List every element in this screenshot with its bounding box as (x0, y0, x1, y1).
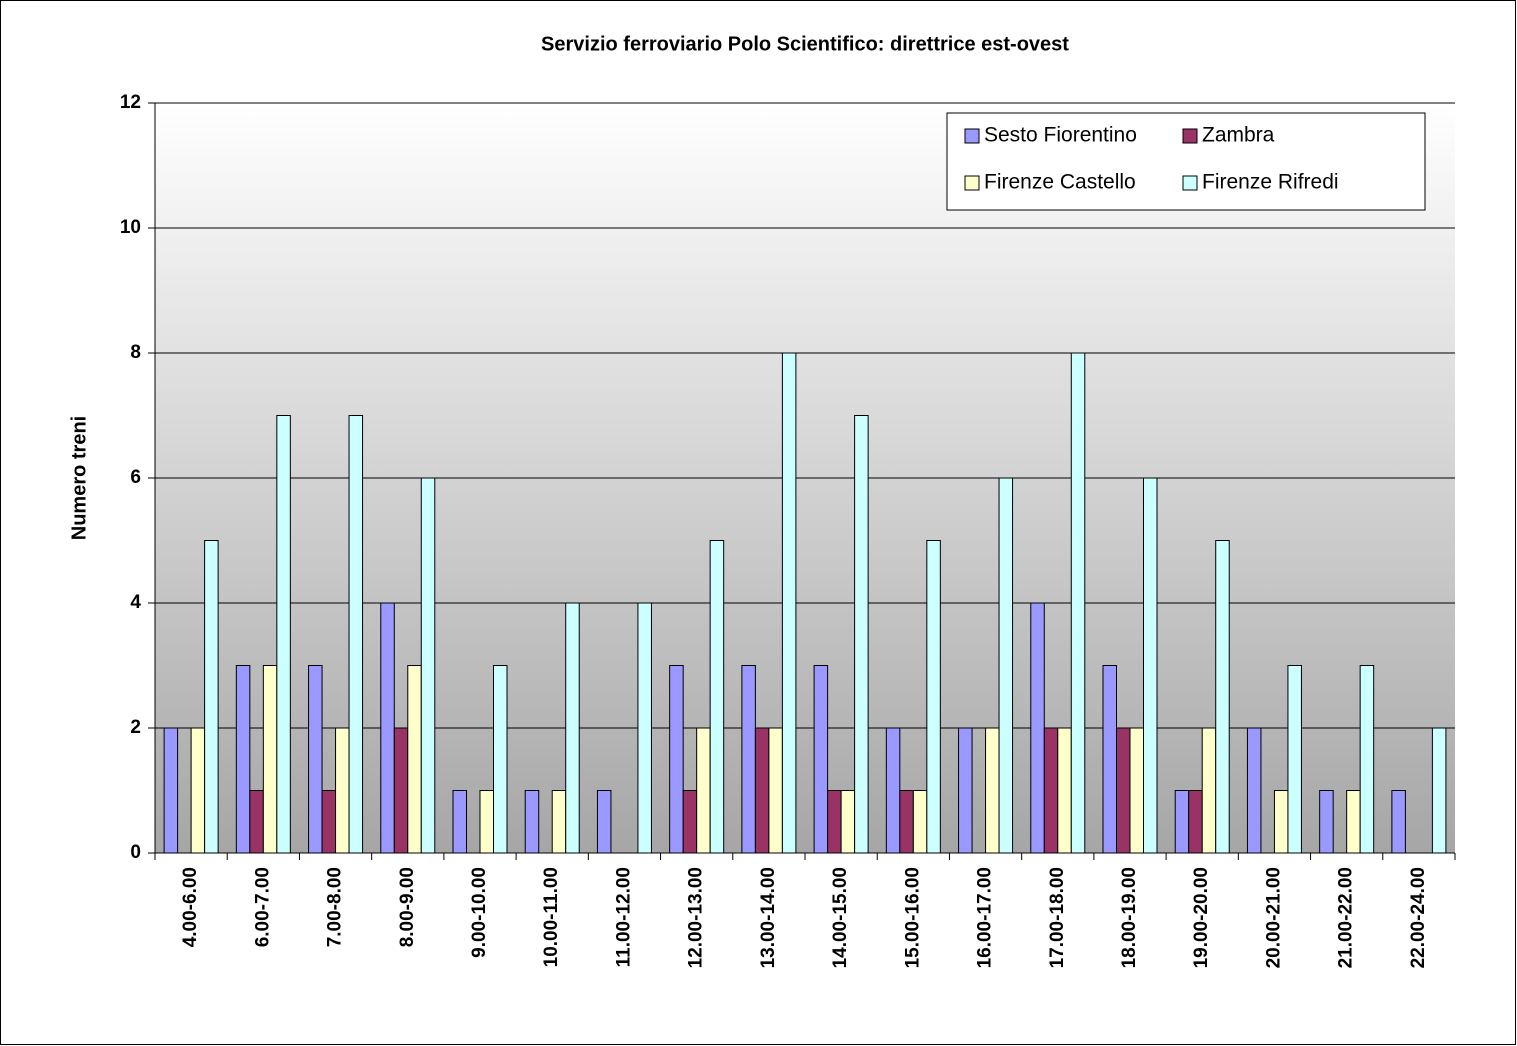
bar (741, 665, 756, 854)
bar (1287, 665, 1302, 854)
x-tick-label: 15.00-16.00 (902, 867, 923, 968)
bar (1102, 665, 1117, 854)
x-tick-label: 13.00-14.00 (758, 867, 779, 968)
x-tick-label: 14.00-15.00 (830, 867, 851, 968)
bar (709, 540, 725, 854)
y-tick-label: 6 (130, 467, 141, 488)
y-tick-label: 0 (130, 842, 141, 863)
x-tick-label: 10.00-11.00 (541, 867, 562, 967)
bar (321, 790, 337, 854)
bar (479, 790, 494, 854)
bar (380, 602, 395, 854)
bar (1129, 727, 1144, 854)
x-tick-label: 22.00-24.00 (1408, 867, 1429, 968)
legend-label: Zambra (1202, 124, 1275, 147)
x-tick-label: 11.00-12.00 (613, 867, 634, 967)
bar (276, 415, 291, 854)
bar (1431, 727, 1447, 854)
bar (551, 790, 567, 854)
bar (452, 790, 467, 854)
bar (985, 727, 1000, 854)
y-tick-label: 10 (120, 217, 141, 238)
y-tick-label: 4 (130, 592, 141, 613)
bar (1030, 602, 1045, 854)
bar (827, 790, 842, 854)
bar (637, 602, 652, 854)
bar (1070, 352, 1086, 854)
bar (754, 727, 770, 854)
x-tick-label: 21.00-22.00 (1336, 867, 1357, 968)
y-tick-label: 2 (130, 717, 141, 738)
bar (596, 790, 612, 854)
bar (1143, 477, 1158, 854)
bar (885, 727, 901, 854)
bar (262, 665, 278, 854)
bar (1246, 727, 1262, 854)
bar (308, 665, 323, 854)
legend-swatch (1182, 175, 1198, 191)
y-axis-label: Numero treni (68, 416, 90, 540)
bar (840, 790, 856, 854)
bar (524, 790, 540, 854)
bar (682, 790, 698, 854)
bar (912, 790, 928, 854)
x-tick-label: 9.00-10.00 (469, 867, 490, 958)
legend-swatch (964, 175, 980, 191)
bar (781, 352, 797, 854)
bar (696, 727, 711, 854)
legend-swatch (964, 128, 980, 144)
bar (899, 790, 914, 854)
bar (235, 665, 251, 854)
bar (190, 727, 206, 854)
x-tick-label: 17.00-18.00 (1047, 867, 1068, 968)
bar (1391, 790, 1406, 854)
bar (768, 727, 783, 854)
bar (407, 665, 422, 854)
chart-title: Servizio ferroviario Polo Scientifico: d… (541, 33, 1069, 55)
bar (335, 727, 350, 854)
bar (163, 727, 179, 854)
bar (958, 727, 973, 854)
bar (204, 540, 219, 854)
bar (1215, 540, 1230, 854)
bar (1043, 727, 1059, 854)
x-tick-label: 16.00-17.00 (975, 867, 996, 968)
bar (998, 477, 1014, 854)
bar (1174, 790, 1190, 854)
bar (1201, 727, 1217, 854)
bar (565, 602, 580, 854)
x-tick-label: 8.00-9.00 (397, 867, 418, 947)
legend-label: Firenze Rifredi (1202, 171, 1339, 194)
bar (1057, 727, 1072, 854)
legend-label: Firenze Castello (984, 171, 1136, 194)
bar (926, 540, 941, 854)
bar (249, 790, 264, 854)
bar (854, 415, 869, 854)
bar (420, 477, 436, 854)
legend-swatch (1182, 128, 1198, 144)
bar (669, 665, 684, 854)
x-tick-label: 18.00-19.00 (1119, 867, 1140, 968)
bar (1188, 790, 1203, 854)
y-tick-label: 12 (120, 92, 141, 113)
y-tick-label: 8 (130, 342, 141, 363)
bar (1273, 790, 1289, 854)
bar (1346, 790, 1361, 854)
x-tick-label: 6.00-7.00 (252, 867, 273, 947)
bar (393, 727, 409, 854)
legend-label: Sesto Fiorentino (984, 124, 1137, 147)
x-tick-label: 4.00-6.00 (180, 867, 201, 947)
bar (1319, 790, 1334, 854)
bar (1359, 665, 1375, 854)
bar (493, 665, 508, 854)
bar (348, 415, 364, 854)
x-tick-label: 12.00-13.00 (686, 867, 707, 968)
x-tick-label: 7.00-8.00 (325, 867, 346, 947)
x-tick-label: 19.00-20.00 (1191, 867, 1212, 968)
bar (813, 665, 829, 854)
bar (1116, 727, 1131, 854)
x-tick-label: 20.00-21.00 (1263, 867, 1284, 968)
